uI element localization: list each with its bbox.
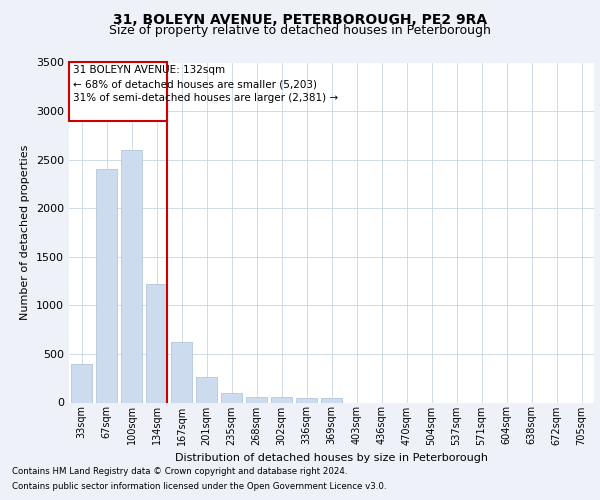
X-axis label: Distribution of detached houses by size in Peterborough: Distribution of detached houses by size …: [175, 453, 488, 463]
Bar: [196, 377, 217, 402]
Bar: [296, 398, 317, 402]
Text: Contains HM Land Registry data © Crown copyright and database right 2024.: Contains HM Land Registry data © Crown c…: [12, 467, 347, 476]
Text: Size of property relative to detached houses in Peterborough: Size of property relative to detached ho…: [109, 24, 491, 37]
Bar: [71, 364, 92, 403]
Bar: [69, 62, 167, 121]
Bar: [246, 396, 267, 402]
Bar: [171, 342, 192, 402]
Bar: [146, 284, 167, 403]
Bar: [321, 398, 342, 402]
Bar: [96, 170, 117, 402]
Text: 31 BOLEYN AVENUE: 132sqm
← 68% of detached houses are smaller (5,203)
31% of sem: 31 BOLEYN AVENUE: 132sqm ← 68% of detach…: [73, 66, 338, 104]
Bar: [121, 150, 142, 403]
Bar: [221, 393, 242, 402]
Text: Contains public sector information licensed under the Open Government Licence v3: Contains public sector information licen…: [12, 482, 386, 491]
Text: 31, BOLEYN AVENUE, PETERBOROUGH, PE2 9RA: 31, BOLEYN AVENUE, PETERBOROUGH, PE2 9RA: [113, 12, 487, 26]
Bar: [271, 397, 292, 402]
Y-axis label: Number of detached properties: Number of detached properties: [20, 145, 31, 320]
